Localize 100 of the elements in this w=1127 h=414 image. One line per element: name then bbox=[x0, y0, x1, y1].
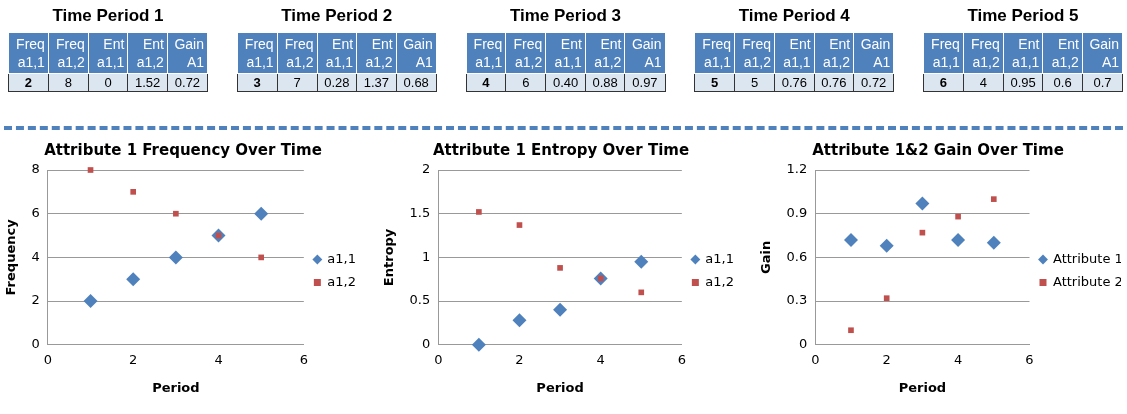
y-tick-label: 2 bbox=[421, 161, 430, 177]
category-label: Ent a1,1 bbox=[317, 32, 357, 74]
text: 4 bbox=[482, 75, 490, 90]
text: Time Period 5 bbox=[966, 6, 1080, 26]
text: 5 bbox=[750, 75, 759, 90]
chart-title: Attribute 1&2 Gain Over Time bbox=[812, 140, 1064, 159]
x-tick-label: 2 bbox=[514, 351, 524, 367]
text: 0.76 bbox=[821, 75, 847, 90]
category-label: Freq a1,2 bbox=[48, 32, 89, 74]
category-label: Freq a1,1 bbox=[466, 32, 506, 74]
category-label: Freq a1,1 bbox=[694, 32, 735, 74]
point bbox=[637, 289, 644, 296]
y-tick-label: 8 bbox=[31, 161, 40, 177]
y-tick-label: 0.6 bbox=[786, 248, 808, 264]
category-label: Freq a1,1 bbox=[923, 32, 964, 74]
x-tick-label: 4 bbox=[214, 351, 223, 367]
text: 0.76 bbox=[781, 75, 807, 90]
y-tick-label: 4 bbox=[31, 248, 40, 264]
text: 0.95 bbox=[1010, 75, 1036, 90]
y-tick-label: 2 bbox=[31, 292, 40, 308]
text: 0.97 bbox=[632, 75, 658, 90]
point bbox=[83, 294, 98, 309]
x-tick-label: 0 bbox=[811, 351, 820, 367]
y-tick-label: 0 bbox=[31, 336, 40, 352]
point bbox=[951, 232, 966, 247]
text: 0.7 bbox=[1093, 75, 1112, 90]
y-axis-title: Gain bbox=[758, 240, 774, 274]
text: 1.37 bbox=[363, 75, 390, 90]
point bbox=[511, 313, 526, 328]
text: 5 bbox=[711, 75, 719, 90]
category-label: Freq a1,2 bbox=[963, 32, 1004, 74]
text: 6 bbox=[522, 75, 530, 90]
x-tick-label: 0 bbox=[433, 351, 442, 367]
point bbox=[130, 189, 137, 195]
text: Time Period 4 bbox=[737, 6, 851, 26]
text: 0.72 bbox=[174, 75, 201, 90]
category-label: Ent a1,1 bbox=[774, 32, 815, 74]
y-axis-title: Entropy bbox=[380, 228, 396, 287]
category-label: Ent a1,2 bbox=[585, 32, 625, 74]
y-tick-label: 1.5 bbox=[409, 205, 430, 221]
legend-label: Attribute 2 bbox=[1053, 273, 1123, 289]
chart-title: Attribute 1 Frequency Over Time bbox=[44, 140, 322, 159]
x-tick-label: 0 bbox=[43, 351, 53, 367]
category-label: Gain A1 bbox=[853, 32, 894, 74]
legend-label: a1,2 bbox=[704, 273, 734, 289]
point bbox=[848, 327, 854, 334]
legend-label: a1,1 bbox=[704, 250, 734, 266]
point bbox=[986, 235, 1001, 250]
category-label: Freq a1,2 bbox=[505, 32, 546, 74]
category-label: Gain A1 bbox=[396, 32, 437, 74]
point bbox=[87, 167, 94, 173]
x-tick-label: 4 bbox=[953, 351, 963, 367]
text: 1.52 bbox=[134, 75, 161, 90]
point bbox=[915, 196, 930, 211]
y-tick-label: 0 bbox=[421, 336, 430, 352]
y-tick-label: 6 bbox=[31, 205, 40, 221]
category-label: Freq a1,2 bbox=[734, 32, 775, 74]
y-tick-label: 1 bbox=[421, 248, 430, 264]
point bbox=[883, 295, 890, 302]
x-tick-label: 6 bbox=[1025, 351, 1034, 367]
category-label: Gain A1 bbox=[1082, 32, 1123, 74]
category-label: Ent a1,2 bbox=[127, 32, 168, 74]
text: 0.28 bbox=[324, 75, 350, 90]
point bbox=[173, 210, 179, 217]
y-tick-label: 0.5 bbox=[409, 292, 430, 308]
point bbox=[471, 337, 486, 352]
text: 0.68 bbox=[403, 75, 429, 90]
y-tick-label: 0 bbox=[798, 336, 808, 352]
point bbox=[126, 272, 141, 287]
point bbox=[475, 209, 482, 215]
x-tick-label: 2 bbox=[882, 351, 891, 367]
legend-label: a1,1 bbox=[327, 250, 356, 266]
point bbox=[955, 213, 961, 220]
category-label: Gain A1 bbox=[167, 32, 208, 74]
text: 0.72 bbox=[861, 75, 887, 90]
point bbox=[556, 265, 563, 271]
category-label: Ent a1,2 bbox=[1042, 32, 1083, 74]
point bbox=[990, 196, 997, 202]
text: Time Period 1 bbox=[51, 6, 165, 26]
category-label: Ent a1,1 bbox=[1003, 32, 1043, 74]
category-label: Ent a1,2 bbox=[356, 32, 397, 74]
y-tick-label: 0.3 bbox=[786, 292, 808, 308]
point bbox=[516, 222, 522, 228]
x-axis-title: Period bbox=[898, 379, 947, 395]
text: 6 bbox=[939, 75, 948, 90]
category-label: Ent a1,2 bbox=[814, 32, 854, 74]
text: 4 bbox=[979, 75, 987, 90]
x-axis-title: Period bbox=[535, 379, 584, 395]
text: 0 bbox=[104, 75, 112, 90]
category-label: Freq a1,2 bbox=[277, 32, 318, 74]
point bbox=[258, 254, 265, 261]
point bbox=[254, 206, 269, 221]
text: 0.6 bbox=[1053, 75, 1072, 90]
legend-label: a1,2 bbox=[327, 273, 356, 289]
chart-title: Attribute 1 Entropy Over Time bbox=[432, 140, 689, 159]
x-tick-label: 2 bbox=[129, 351, 138, 367]
y-axis-title: Frequency bbox=[3, 218, 19, 296]
point bbox=[552, 302, 567, 317]
point bbox=[843, 232, 858, 247]
text: 0.40 bbox=[552, 75, 579, 90]
